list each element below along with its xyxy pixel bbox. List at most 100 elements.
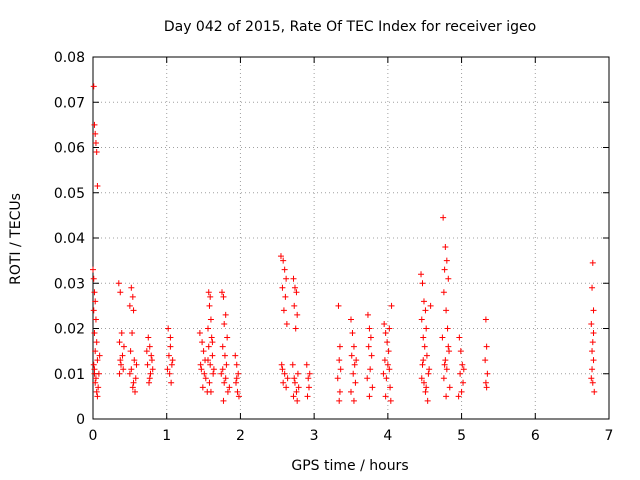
data-point [349,330,356,337]
y-tick-label: 0.06 [54,141,85,157]
data-point [382,330,389,337]
data-point [166,370,173,377]
data-point [126,302,133,309]
data-point [294,311,301,318]
data-point [440,375,447,382]
data-point [219,289,225,296]
data-point [291,379,298,386]
data-point [133,361,140,368]
data-point [200,348,207,355]
data-point [588,320,595,327]
data-point [444,325,451,332]
data-point [221,352,228,359]
data-point [224,388,231,395]
data-point [385,348,392,355]
axis-ticks: 0 0.01 0.02 0.03 0.04 0.05 0.06 0.07 0.08 0 1 2 3 4 5 6… [54,50,614,444]
data-point [443,393,450,400]
data-point [335,302,342,309]
data-point [591,388,598,395]
data-point [167,343,174,350]
data-point [337,366,344,373]
data-point [380,370,387,377]
data-point [590,307,597,314]
y-tick-label: 0.05 [54,186,85,202]
data-point [147,370,154,377]
data-point [199,384,206,391]
data-point [219,366,226,373]
data-point [439,334,446,341]
data-point [165,352,172,359]
data-point [219,343,226,350]
data-point [427,302,434,309]
data-point [423,384,430,391]
y-tick-label: 0.02 [54,322,85,338]
y-tick-label: 0.04 [54,231,85,247]
data-point [443,366,450,373]
x-tick-label: 0 [89,428,98,444]
data-point [351,361,358,368]
x-tick-label: 6 [531,428,540,444]
data-point [460,379,467,386]
data-point [294,370,301,377]
data-point [146,343,153,350]
data-point [306,370,313,377]
data-point [455,393,462,400]
data-point [127,348,134,355]
data-point [364,311,371,318]
data-point [146,379,153,386]
data-point [336,397,343,404]
data-point [336,357,343,364]
data-point [459,361,466,368]
data-point [220,397,227,404]
data-point [205,343,212,350]
data-point [90,266,96,273]
data-point [290,275,297,282]
x-tick-label: 2 [236,428,245,444]
data-point [91,121,98,128]
data-point [92,139,99,146]
data-point [366,325,373,332]
data-point [168,379,175,386]
data-point [590,330,597,337]
x-tick-label: 4 [383,428,392,444]
x-tick-label: 1 [162,428,171,444]
data-point [426,366,433,373]
data-point [443,257,450,264]
data-point [420,379,427,386]
data-point [589,379,596,386]
data-point [441,361,448,368]
data-point [458,388,465,395]
data-point [419,361,426,368]
data-point [383,375,390,382]
data-point [278,361,285,368]
data-points [90,83,598,404]
data-point [420,357,427,364]
data-point [294,397,301,404]
data-point [207,293,214,300]
data-point [291,284,298,291]
x-tick-label: 5 [457,428,466,444]
data-point [350,370,357,377]
data-point [235,393,242,400]
data-point [143,348,150,355]
data-point [117,357,124,364]
data-point [120,343,127,350]
data-point [223,361,230,368]
data-point [590,357,597,364]
data-point [196,330,203,337]
data-point [482,316,489,323]
data-point [295,384,302,391]
data-point [352,379,359,386]
data-point [423,352,430,359]
data-point [280,379,287,386]
data-point [369,384,376,391]
data-point [221,320,228,327]
data-point [440,214,447,221]
data-point [457,348,464,355]
data-point [144,361,151,368]
data-point [460,366,467,373]
data-point [221,379,228,386]
data-point [589,284,596,291]
data-point [205,289,212,296]
data-point [118,361,125,368]
